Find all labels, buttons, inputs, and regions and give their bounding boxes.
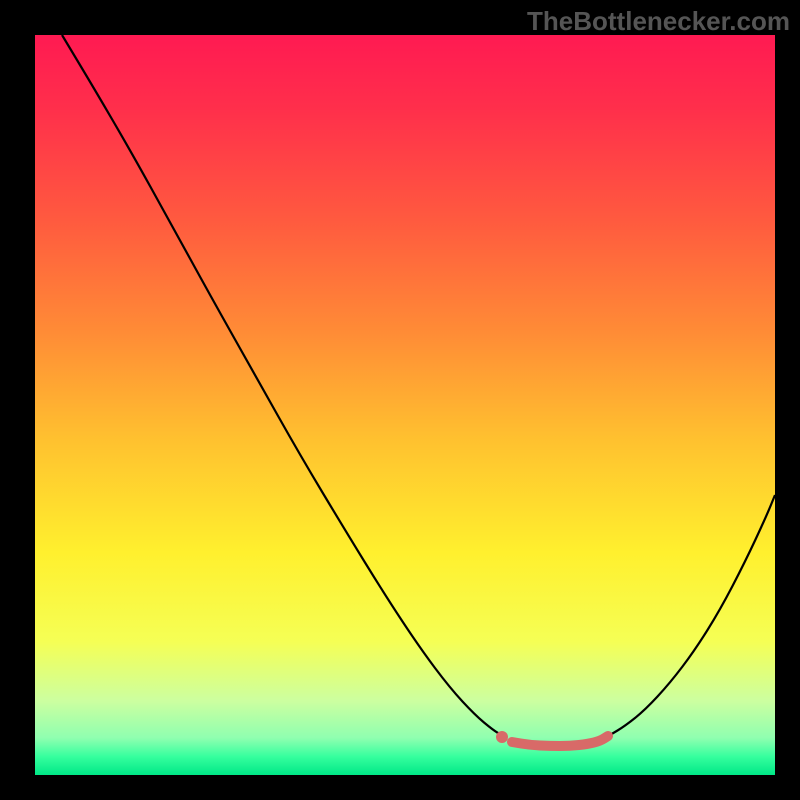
valley-highlight-segment (512, 736, 608, 746)
plot-area (35, 35, 775, 775)
curve-layer (0, 0, 800, 800)
valley-start-dot (496, 731, 508, 743)
watermark-text: TheBottlenecker.com (527, 6, 790, 37)
chart-container: TheBottlenecker.com (0, 0, 800, 800)
bottleneck-curve-left (62, 35, 503, 736)
bottleneck-curve-right (610, 495, 775, 735)
